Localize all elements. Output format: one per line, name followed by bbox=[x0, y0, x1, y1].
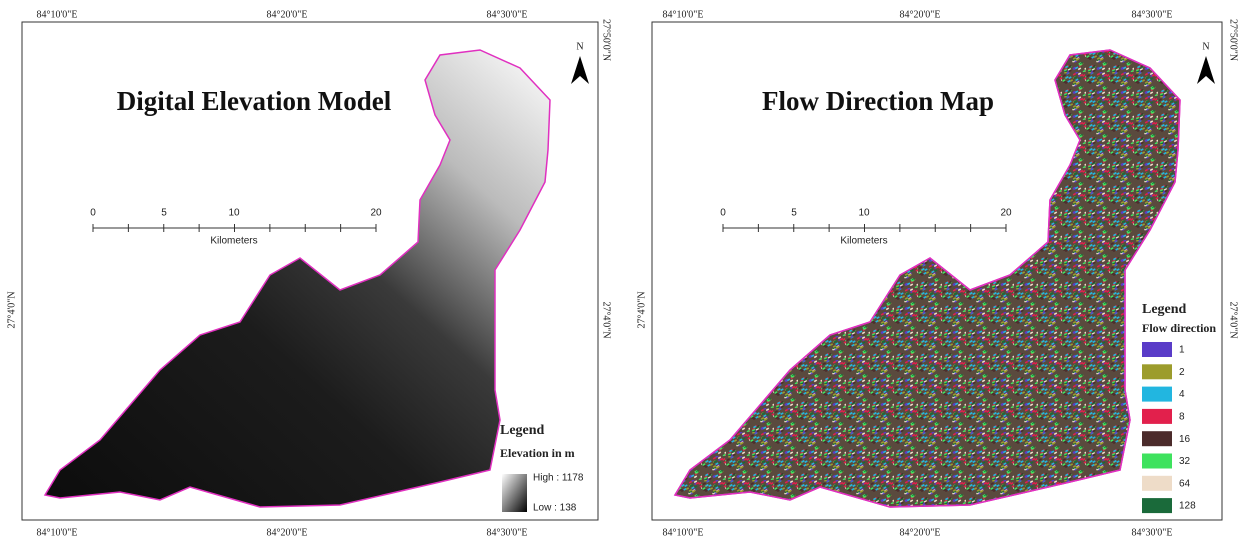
legend-ramp bbox=[502, 474, 527, 512]
page: Digital Elevation Model 84°10'0"E 84°10'0"… bbox=[0, 0, 1240, 544]
legend-label: 64 bbox=[1179, 478, 1191, 489]
legend-subtitle: Elevation in m bbox=[500, 446, 575, 460]
legend-title: Legend bbox=[1142, 302, 1187, 317]
longitude-label: 84°20'0"E bbox=[900, 9, 941, 20]
legend-swatch bbox=[1142, 364, 1172, 379]
legend-label: 128 bbox=[1179, 501, 1196, 512]
scale-label: 10 bbox=[228, 208, 240, 219]
legend-label: 32 bbox=[1179, 456, 1191, 467]
figure: Digital Elevation Model 84°10'0"E 84°10'0"… bbox=[0, 0, 1240, 544]
longitude-label: 84°20'0"E bbox=[900, 527, 941, 538]
latitude-label: 27°4'0"N bbox=[1228, 301, 1239, 338]
legend-label: 2 bbox=[1179, 367, 1185, 378]
legend-swatch bbox=[1142, 498, 1172, 513]
basin-texture bbox=[675, 50, 1180, 507]
longitude-label: 84°30'0"E bbox=[487, 527, 528, 538]
legend-swatch bbox=[1142, 409, 1172, 424]
map-panel: Flow Direction Map 84°10'0"E 84°10'0"E 84°2… bbox=[636, 9, 1238, 538]
scale-label: 5 bbox=[161, 208, 167, 219]
legend-title: Legend bbox=[500, 423, 545, 438]
scale-unit: Kilometers bbox=[210, 236, 257, 247]
longitude-label: 84°20'0"E bbox=[267, 527, 308, 538]
scale-label: 0 bbox=[90, 208, 96, 219]
north-arrow bbox=[1197, 56, 1215, 84]
scale-label: 0 bbox=[720, 208, 726, 219]
latitude-label: 27°50'0"N bbox=[601, 19, 612, 61]
north-arrow bbox=[571, 56, 589, 84]
legend-label: 1 bbox=[1179, 345, 1185, 356]
legend-label: 16 bbox=[1179, 434, 1191, 445]
legend-label: 8 bbox=[1179, 412, 1185, 423]
scale-label: 20 bbox=[370, 208, 382, 219]
longitude-label: 84°20'0"E bbox=[267, 9, 308, 20]
legend-swatch bbox=[1142, 476, 1172, 491]
map-title: Digital Elevation Model bbox=[117, 86, 392, 116]
latitude-label: 27°4'0"N bbox=[636, 291, 647, 328]
legend-label: 4 bbox=[1179, 389, 1185, 400]
latitude-label: 27°4'0"N bbox=[6, 291, 17, 328]
longitude-label: 84°10'0"E bbox=[37, 9, 78, 20]
longitude-label: 84°10'0"E bbox=[663, 9, 704, 20]
scale-label: 5 bbox=[791, 208, 797, 219]
scale-label: 20 bbox=[1000, 208, 1012, 219]
legend-swatch bbox=[1142, 431, 1172, 446]
latitude-label: 27°4'0"N bbox=[601, 301, 612, 338]
longitude-label: 84°30'0"E bbox=[1132, 9, 1173, 20]
longitude-label: 84°10'0"E bbox=[37, 527, 78, 538]
legend-subtitle: Flow direction bbox=[1142, 321, 1216, 335]
north-label: N bbox=[1202, 41, 1209, 52]
legend-low: Low : 138 bbox=[533, 503, 577, 514]
basin bbox=[45, 50, 550, 507]
legend-swatch bbox=[1142, 454, 1172, 469]
map-title: Flow Direction Map bbox=[762, 86, 994, 116]
longitude-label: 84°10'0"E bbox=[663, 527, 704, 538]
map-panel: Digital Elevation Model 84°10'0"E 84°10'0"… bbox=[6, 9, 611, 538]
scale-unit: Kilometers bbox=[840, 236, 887, 247]
longitude-label: 84°30'0"E bbox=[487, 9, 528, 20]
latitude-label: 27°50'0"N bbox=[1228, 19, 1239, 61]
scale-label: 10 bbox=[858, 208, 870, 219]
longitude-label: 84°30'0"E bbox=[1132, 527, 1173, 538]
legend-swatch bbox=[1142, 342, 1172, 357]
north-label: N bbox=[576, 41, 583, 52]
legend-high: High : 1178 bbox=[533, 473, 584, 484]
legend-swatch bbox=[1142, 387, 1172, 402]
